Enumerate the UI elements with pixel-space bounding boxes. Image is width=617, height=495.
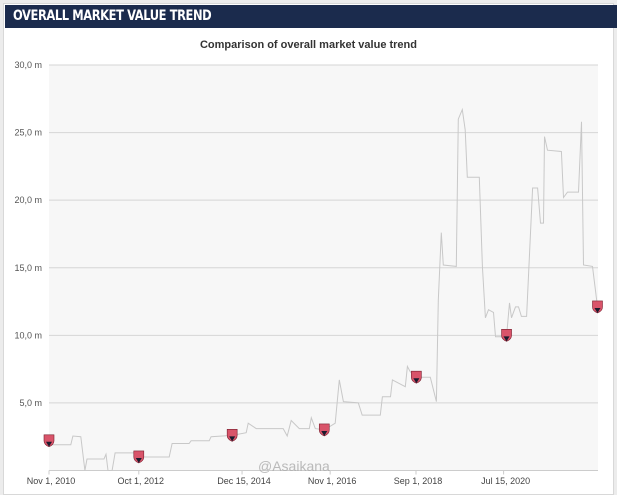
y-tick-label: 10,0 m bbox=[14, 330, 42, 340]
section-header: OVERALL MARKET VALUE TREND bbox=[5, 5, 617, 28]
crest-shield-icon bbox=[133, 450, 145, 464]
watermark: @Asaikana bbox=[258, 458, 330, 474]
club-crest-marker bbox=[501, 329, 512, 342]
market-value-line bbox=[49, 107, 598, 471]
y-tick-label: 5,0 m bbox=[19, 398, 42, 408]
club-crest-marker bbox=[43, 434, 55, 448]
club-crest-marker bbox=[411, 370, 422, 384]
crest-base-icon bbox=[135, 457, 142, 463]
club-crest-marker bbox=[133, 450, 145, 464]
crest-shield-icon bbox=[411, 370, 422, 384]
x-tick-label: Dec 15, 2014 bbox=[217, 476, 271, 486]
crest-shield-icon bbox=[501, 329, 512, 342]
y-tick-label: 30,0 m bbox=[14, 60, 42, 70]
crest-shield-icon bbox=[43, 434, 55, 448]
club-crest-marker bbox=[226, 429, 238, 442]
y-tick-label: 20,0 m bbox=[14, 195, 42, 205]
crest-base-icon bbox=[46, 441, 52, 447]
x-tick-label: Jul 15, 2020 bbox=[481, 476, 530, 486]
section-title: OVERALL MARKET VALUE TREND bbox=[13, 8, 212, 24]
x-tick-label: Nov 1, 2016 bbox=[308, 476, 357, 486]
crest-shield-icon bbox=[318, 423, 330, 437]
crest-base-icon bbox=[413, 378, 420, 384]
crest-base-icon bbox=[321, 430, 328, 436]
x-tick-label: Nov 1, 2010 bbox=[27, 476, 76, 486]
y-tick-label: 15,0 m bbox=[14, 263, 42, 273]
crest-shield-icon bbox=[592, 300, 603, 314]
x-tick-label: Oct 1, 2012 bbox=[118, 476, 165, 486]
crest-shield-icon bbox=[226, 429, 238, 442]
crest-base-icon bbox=[229, 436, 236, 442]
crest-base-icon bbox=[503, 336, 510, 342]
chart-title: Comparison of overall market value trend bbox=[199, 39, 417, 51]
club-crest-marker bbox=[592, 300, 603, 314]
x-tick-label: Sep 1, 2018 bbox=[394, 476, 443, 486]
crest-base-icon bbox=[594, 307, 601, 313]
club-crest-marker bbox=[318, 423, 330, 437]
y-tick-label: 25,0 m bbox=[14, 128, 42, 138]
